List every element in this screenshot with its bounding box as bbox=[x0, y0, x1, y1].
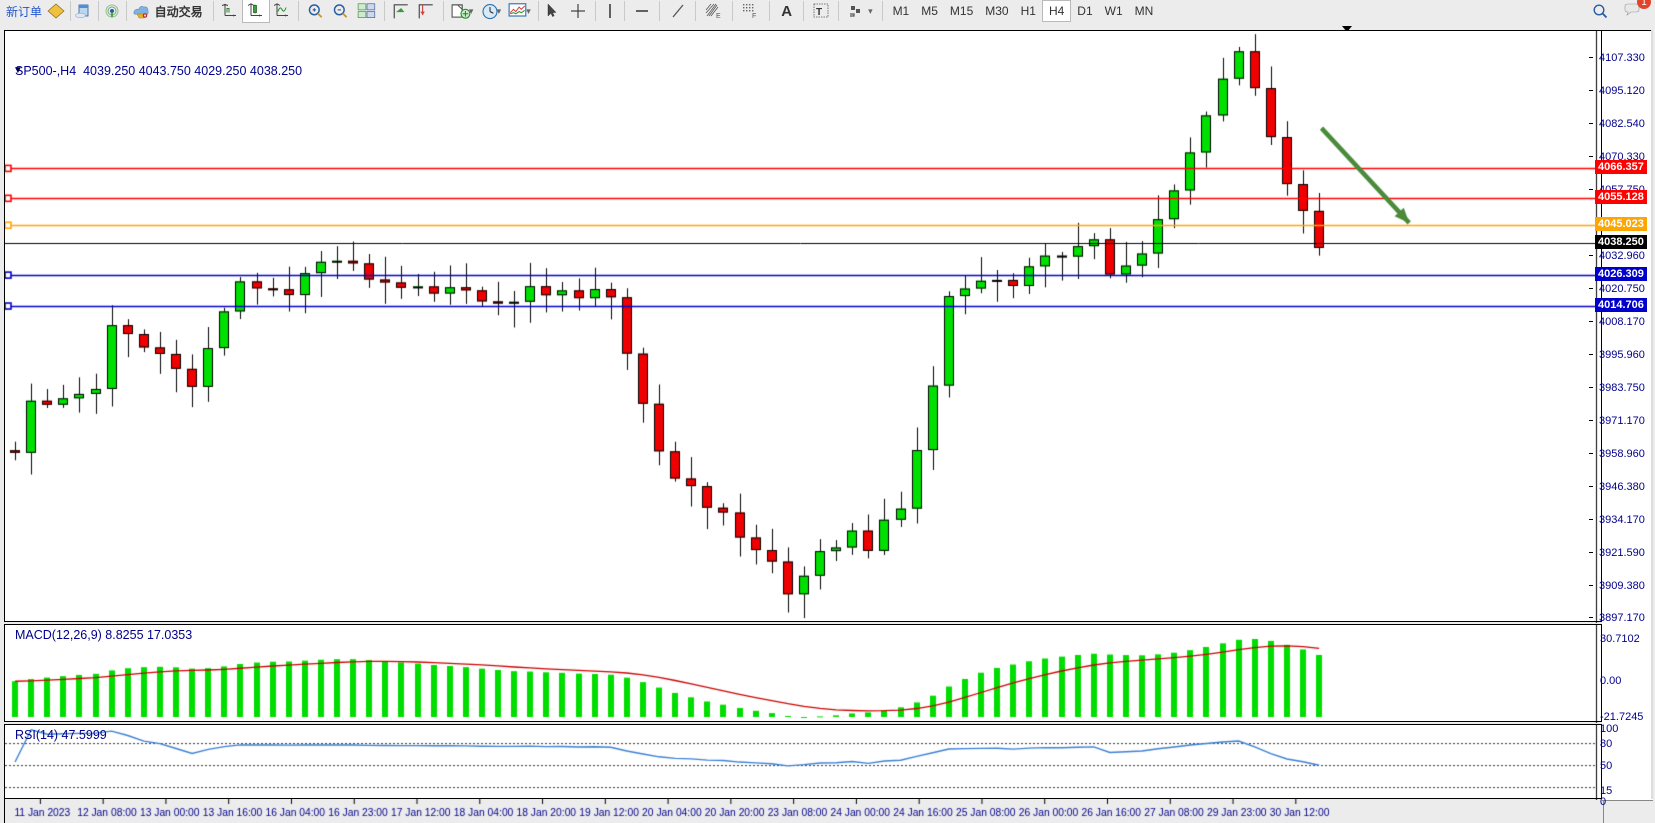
svg-text:F: F bbox=[752, 13, 756, 19]
svg-text:T: T bbox=[816, 7, 822, 18]
svg-text:E: E bbox=[716, 13, 721, 19]
